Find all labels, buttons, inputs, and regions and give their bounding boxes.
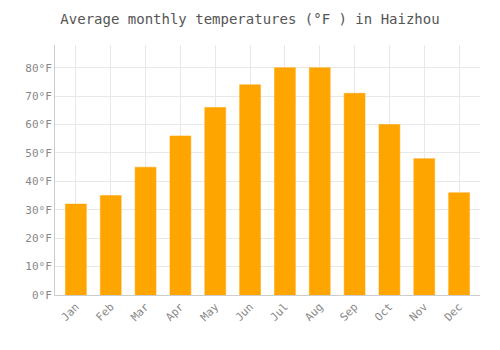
svg-text:Oct: Oct (372, 301, 395, 324)
svg-text:Jun: Jun (233, 301, 256, 324)
svg-text:Jan: Jan (59, 301, 82, 324)
svg-text:May: May (198, 300, 222, 324)
svg-text:60°F: 60°F (25, 118, 52, 131)
svg-text:20°F: 20°F (25, 232, 52, 245)
svg-text:Feb: Feb (94, 301, 117, 324)
svg-text:50°F: 50°F (25, 147, 52, 160)
svg-text:Nov: Nov (407, 300, 431, 324)
svg-text:Dec: Dec (442, 301, 465, 324)
svg-text:Apr: Apr (163, 300, 187, 324)
svg-text:Jul: Jul (268, 301, 291, 324)
svg-text:0°F: 0°F (32, 289, 52, 302)
svg-text:40°F: 40°F (25, 175, 52, 188)
svg-text:Mar: Mar (128, 300, 152, 324)
svg-text:80°F: 80°F (25, 62, 52, 75)
svg-text:Aug: Aug (303, 301, 326, 324)
svg-text:Average monthly temperatures (: Average monthly temperatures (°F ) in Ha… (60, 11, 439, 27)
svg-text:Sep: Sep (337, 301, 360, 324)
svg-text:70°F: 70°F (25, 90, 52, 103)
svg-text:10°F: 10°F (25, 260, 52, 273)
svg-text:30°F: 30°F (25, 204, 52, 217)
